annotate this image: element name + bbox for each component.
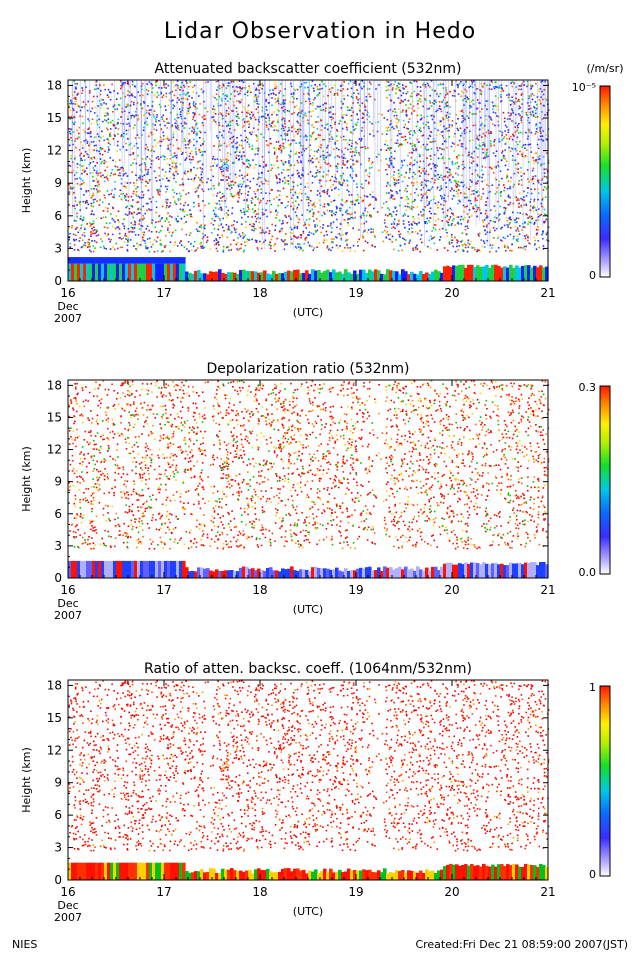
boundary-layer (68, 257, 549, 281)
panel-title: Attenuated backscatter coefficient (532n… (155, 61, 462, 77)
x-tick-label: 17 (156, 286, 171, 300)
y-axis-label: Height (km) (20, 446, 33, 512)
x-tick-label: 17 (156, 885, 171, 899)
colorbar-max-label: 10⁻⁵ (572, 81, 596, 94)
y-tick-label: 0 (54, 873, 62, 887)
y-tick-label: 18 (47, 78, 62, 92)
footer-left: NIES (12, 938, 37, 951)
x-tick-label: 19 (348, 583, 363, 597)
y-tick-label: 0 (54, 571, 62, 585)
colorbar-max-label: 0.3 (579, 381, 597, 394)
figure-title: Lidar Observation in Hedo (164, 19, 476, 44)
x-tick-label: 21 (540, 583, 555, 597)
panel-1: Attenuated backscatter coefficient (532n… (20, 61, 623, 325)
panel-title: Depolarization ratio (532nm) (206, 361, 409, 377)
y-tick-label: 6 (54, 808, 62, 822)
x-start-label: Dec (57, 899, 78, 912)
signal-texture (68, 380, 550, 550)
x-tick-label: 20 (444, 583, 459, 597)
x-tick-label: 16 (60, 885, 75, 899)
y-tick-label: 15 (47, 711, 62, 725)
footer-right: Created:Fri Dec 21 08:59:00 2007(JST) (415, 938, 628, 951)
colorbar-min-label: 0.0 (579, 566, 597, 579)
colorbar (599, 685, 611, 877)
x-start-label: 2007 (54, 609, 82, 622)
x-start-label: 2007 (54, 911, 82, 924)
panel-3: Ratio of atten. backsc. coeff. (1064nm/5… (20, 661, 611, 924)
y-tick-label: 12 (47, 743, 62, 757)
x-tick-label: 21 (540, 286, 555, 300)
x-tick-label: 21 (540, 885, 555, 899)
y-tick-label: 12 (47, 443, 62, 457)
panel-title: Ratio of atten. backsc. coeff. (1064nm/5… (144, 661, 472, 677)
signal-texture (68, 80, 550, 253)
x-axis-label: (UTC) (293, 306, 323, 319)
y-tick-label: 18 (47, 378, 62, 392)
y-tick-label: 6 (54, 507, 62, 521)
plot-area (68, 380, 548, 578)
y-axis-label: Height (km) (20, 148, 33, 214)
colorbar-min-label: 0 (589, 269, 596, 282)
x-tick-label: 19 (348, 286, 363, 300)
x-tick-label: 18 (252, 583, 267, 597)
plot-area (68, 680, 548, 880)
y-axis-label: Height (km) (20, 747, 33, 813)
y-tick-label: 12 (47, 144, 62, 158)
x-tick-label: 19 (348, 885, 363, 899)
x-axis-label: (UTC) (293, 905, 323, 918)
y-tick-label: 15 (47, 111, 62, 125)
y-tick-label: 3 (54, 241, 62, 255)
y-tick-label: 15 (47, 410, 62, 424)
x-start-label: 2007 (54, 312, 82, 325)
colorbar (599, 85, 611, 278)
colorbar-max-label: 1 (589, 681, 596, 694)
x-tick-label: 20 (444, 885, 459, 899)
boundary-layer (68, 560, 549, 578)
y-tick-label: 9 (54, 176, 62, 190)
x-tick-label: 20 (444, 286, 459, 300)
x-tick-label: 17 (156, 583, 171, 597)
y-tick-label: 3 (54, 841, 62, 855)
y-tick-label: 0 (54, 274, 62, 288)
boundary-layer (68, 862, 549, 880)
colorbar (599, 385, 611, 575)
y-tick-label: 18 (47, 678, 62, 692)
y-tick-label: 3 (54, 539, 62, 553)
y-tick-label: 9 (54, 475, 62, 489)
x-tick-label: 16 (60, 583, 75, 597)
x-start-label: Dec (57, 300, 78, 313)
y-tick-label: 9 (54, 776, 62, 790)
colorbar-min-label: 0 (589, 868, 596, 881)
panels: Attenuated backscatter coefficient (532n… (20, 61, 623, 924)
x-start-label: Dec (57, 597, 78, 610)
y-tick-label: 6 (54, 209, 62, 223)
colorbar-unit: (/m/sr) (587, 62, 624, 75)
x-tick-label: 18 (252, 885, 267, 899)
x-tick-label: 16 (60, 286, 75, 300)
panel-2: Depolarization ratio (532nm) 0 3 6 9 12 15 18 16… (20, 361, 611, 622)
x-tick-label: 18 (252, 286, 267, 300)
x-axis-label: (UTC) (293, 603, 323, 616)
